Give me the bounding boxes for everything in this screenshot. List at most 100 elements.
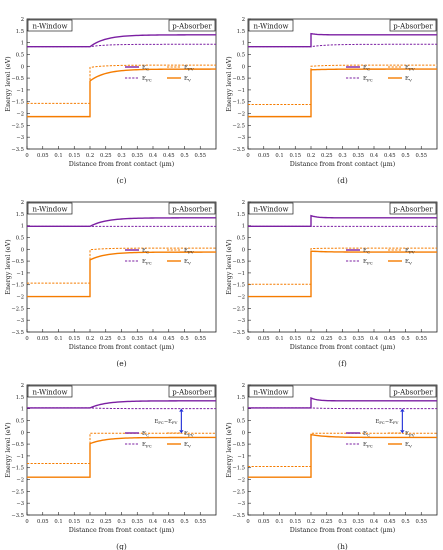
region-right-label: p-Absorber [393,23,433,31]
y-tick-label: −2.5 [232,123,245,129]
region-left-label: n-Window [254,389,289,397]
x-tick-label: 0.5 [401,519,409,525]
y-tick-label: 1.5 [16,212,24,218]
legend-label-Efv: EFV [184,65,194,71]
y-tick-label: −1 [16,271,24,277]
panel-g: 21.510.50−0.5−1−1.5−2−2.5−3−3.50 0.05 0.1 0… [5,383,217,550]
y-axis-label: Energy level (eV) [5,56,12,111]
y-tick-label: −3 [16,501,24,507]
series-Ec [27,217,216,228]
legend-label-Efc: EFC [363,442,373,448]
y-tick-label: −3.5 [11,513,24,519]
series-Efc [27,407,216,410]
panel-e: 21.510.50−0.5−1−1.5−2−2.5−3−3.50 0.05 0.1 0… [5,200,217,368]
region-left-label: n-Window [254,23,289,31]
region-left-label: n-Window [33,23,68,31]
y-tick-label: −2 [16,478,24,484]
y-tick-label: −2.5 [11,306,24,312]
qfls-label: EFC−EFV [154,419,177,425]
y-tick-label: −0.5 [232,259,245,265]
y-tick-label: 1.5 [237,212,245,218]
x-tick-label: 0 [25,153,28,159]
y-tick-label: −3 [16,318,24,324]
legend-label-Ec: EC [363,431,370,437]
x-tick-label: 0.05 [37,153,49,159]
region-right-label: p-Absorber [393,206,433,214]
x-tick-label: 0.05 [258,519,270,525]
series-Efc [27,43,216,48]
region-left-box [27,385,73,398]
legend-label-Ec: EC [363,65,370,71]
panel-label: (f) [338,359,347,368]
x-tick-label: 0.1 [275,153,283,159]
x-tick-label: 0.3 [117,336,125,342]
x-tick-label: 0.3 [338,153,346,159]
qfls-arrow-head-bottom [179,430,184,434]
y-tick-label: −0.5 [11,76,24,82]
y-tick-label: −2 [237,478,245,484]
x-tick-label: 0.15 [289,519,301,525]
region-right-box [389,202,437,215]
y-tick-label: −1.5 [11,466,24,472]
x-tick-label: 0.55 [415,519,427,525]
x-tick-label: 0.35 [352,153,364,159]
x-tick-label: 0.25 [100,153,112,159]
x-tick-label: 0.1 [54,336,62,342]
y-tick-label: −1.5 [232,466,245,472]
y-tick-label: 1 [242,41,245,47]
y-tick-label: −3 [237,135,245,141]
x-tick-label: 0.1 [54,153,62,159]
y-tick-label: −0.5 [11,259,24,265]
x-tick-label: 0.25 [100,336,112,342]
legend-label-Ev: EV [405,76,412,82]
region-right-box [389,19,437,32]
region-left-label: n-Window [33,389,68,397]
x-tick-label: 0.55 [415,336,427,342]
x-tick-label: 0.4 [149,336,158,342]
y-tick-label: −3 [237,318,245,324]
x-tick-label: 0.5 [401,336,409,342]
panel-d: 21.510.50−0.5−1−1.5−2−2.5−3−3.50 0.05 0.1 0… [226,17,438,185]
legend-label-Efv: EFV [184,431,194,437]
panel-label: (h) [337,542,348,550]
y-tick-label: −2 [16,112,24,118]
y-tick-label: −1 [237,88,245,94]
x-axis-label: Distance from front contact (µm) [290,161,395,168]
y-tick-label: −1 [237,271,245,277]
qfls-arrow-head-top [400,408,405,412]
y-tick-label: 2 [21,200,24,206]
y-tick-label: −2 [237,295,245,301]
x-tick-label: 0.45 [384,519,396,525]
panel-f: 21.510.50−0.5−1−1.5−2−2.5−3−3.50 0.05 0.1 0… [226,200,438,368]
y-tick-label: −3.5 [232,513,245,519]
x-tick-label: 0 [246,153,249,159]
x-tick-label: 0.35 [352,519,364,525]
x-tick-label: 0.55 [194,153,206,159]
series-Ev [27,68,216,118]
legend-label-Ec: EC [363,248,370,254]
region-left-label: n-Window [254,206,289,214]
y-tick-label: −2.5 [232,489,245,495]
series-Ev [248,433,437,478]
x-tick-label: 0.4 [370,519,379,525]
series-Efv [248,432,437,468]
y-axis-label: Energy level (eV) [226,422,233,477]
y-tick-label: 0.5 [237,52,245,58]
x-tick-label: 0.4 [149,519,158,525]
series-Efc [248,43,437,48]
x-tick-label: 0 [246,519,249,525]
legend-label-Efv: EFV [405,65,415,71]
x-tick-label: 0.4 [149,153,158,159]
series-Ec [27,34,216,48]
panel-c: 21.510.50−0.5−1−1.5−2−2.5−3−3.50 0.05 0.1 0… [5,17,217,185]
y-tick-label: −2 [237,112,245,118]
y-tick-label: −1.5 [11,283,24,289]
x-tick-label: 0.35 [352,336,364,342]
y-tick-label: 0 [21,430,24,436]
legend-label-Ev: EV [405,442,412,448]
x-tick-label: 0.4 [370,336,379,342]
x-tick-label: 0.55 [415,153,427,159]
legend-label-Efv: EFV [184,248,194,254]
x-tick-label: 0.45 [384,153,396,159]
